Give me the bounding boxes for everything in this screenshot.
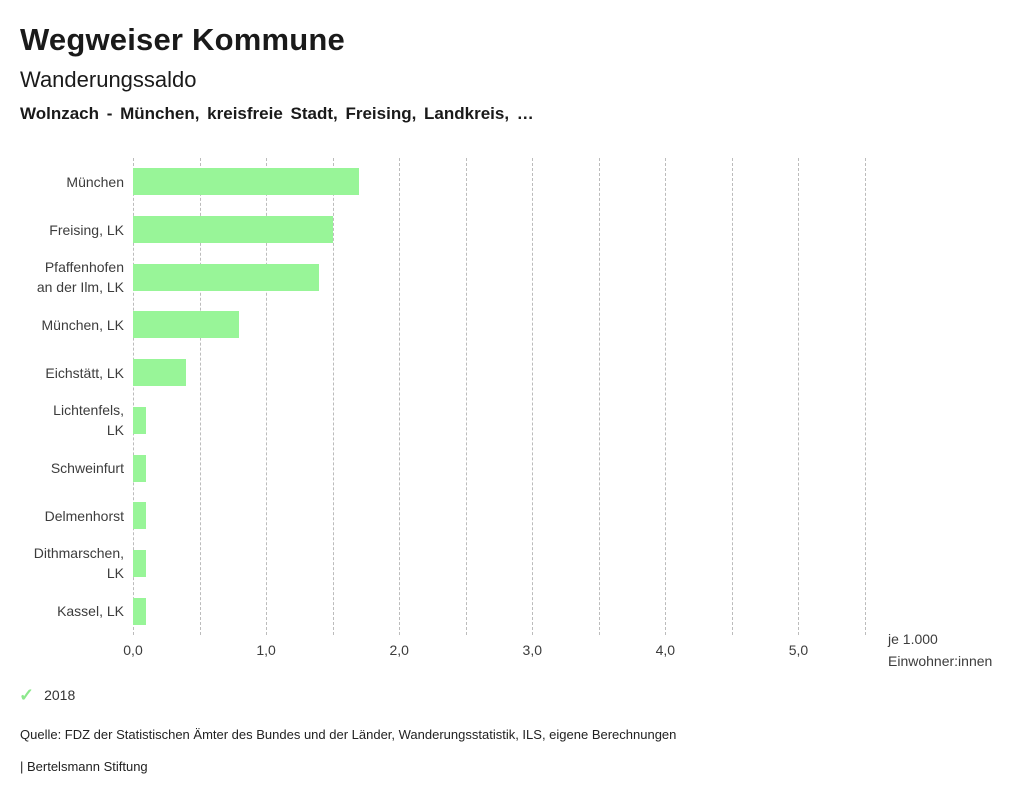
source-note: Quelle: FDZ der Statistischen Ämter des … [20, 727, 677, 742]
gridline [133, 158, 134, 635]
gridline [865, 158, 866, 635]
x-tick-label: 3,0 [522, 642, 542, 658]
category-label-line: München [66, 173, 124, 190]
chart-title: Wanderungssaldo [20, 67, 197, 92]
gridline [798, 158, 800, 635]
plot-area: München Freising, LK Pfaffenhofen an der Il… [34, 158, 866, 658]
legend-year-item[interactable]: ✓ 2018 [19, 686, 75, 704]
category-label: Dithmarschen, LK [0, 543, 124, 583]
app-title: Wegweiser Kommune [20, 22, 345, 57]
category-label: München, LK [0, 315, 125, 335]
category-label-line: an der Ilm, LK [36, 279, 124, 296]
category-label: Delmenhorst [0, 506, 124, 526]
category-label-line: Schweinfurt [50, 460, 124, 477]
bar[interactable] [133, 216, 333, 244]
gridline [465, 158, 467, 635]
bar[interactable] [133, 168, 360, 196]
x-tick-label: 1,0 [256, 642, 276, 658]
category-label: Eichstätt, LK [0, 363, 124, 383]
category-label-line: München, LK [41, 316, 125, 333]
category-label: Kassel, LK [0, 601, 124, 621]
category-label-line: LK [106, 565, 124, 582]
legend-year-label: 2018 [44, 687, 76, 703]
x-tick-label: 2,0 [389, 642, 409, 658]
gridline [199, 158, 201, 635]
category-label: Freising, LK [0, 220, 124, 240]
axis-unit-line1: je 1.000 [888, 631, 938, 647]
bar[interactable] [133, 263, 320, 291]
bar-chart: München Freising, LK Pfaffenhofen an der Il… [0, 158, 1024, 658]
category-label-line: LK [106, 422, 124, 439]
x-tick-label: 4,0 [655, 642, 676, 658]
gridline [266, 158, 268, 635]
gridline [665, 158, 667, 635]
axis-unit-note: je 1.000 Einwohner:innen [888, 629, 992, 672]
category-label: Lichtenfels, LK [0, 400, 124, 440]
gridline [399, 158, 401, 635]
category-label-line: Dithmarschen, [33, 545, 124, 562]
category-label-line: Freising, LK [49, 221, 124, 238]
category-label-line: Pfaffenhofen [44, 259, 124, 276]
category-label: München [0, 172, 124, 192]
check-icon: ✓ [19, 685, 35, 705]
category-label-line: Kassel, LK [57, 603, 124, 620]
category-label: Schweinfurt [0, 458, 124, 478]
gridline [598, 158, 600, 635]
selection-subtitle: Wolnzach - München, kreisfreie Stadt, Fr… [20, 104, 534, 123]
bar[interactable] [133, 597, 147, 625]
bar[interactable] [133, 311, 240, 339]
bar[interactable] [133, 359, 187, 387]
attribution-note: | Bertelsmann Stiftung [20, 759, 148, 774]
gridline [332, 158, 334, 635]
category-label-line: Lichtenfels, [53, 402, 124, 419]
gridline [731, 158, 733, 635]
category-label-line: Delmenhorst [44, 507, 124, 524]
category-label-line: Eichstätt, LK [45, 364, 124, 381]
bar[interactable] [133, 454, 147, 482]
gridline [532, 158, 534, 635]
bar[interactable] [133, 406, 147, 434]
x-tick-label: 5,0 [788, 642, 809, 658]
category-label: Pfaffenhofen an der Ilm, LK [0, 257, 124, 297]
bar[interactable] [133, 502, 147, 530]
bar[interactable] [133, 549, 147, 577]
axis-unit-line2: Einwohner:innen [888, 652, 993, 669]
x-tick-label: 0,0 [123, 642, 143, 658]
